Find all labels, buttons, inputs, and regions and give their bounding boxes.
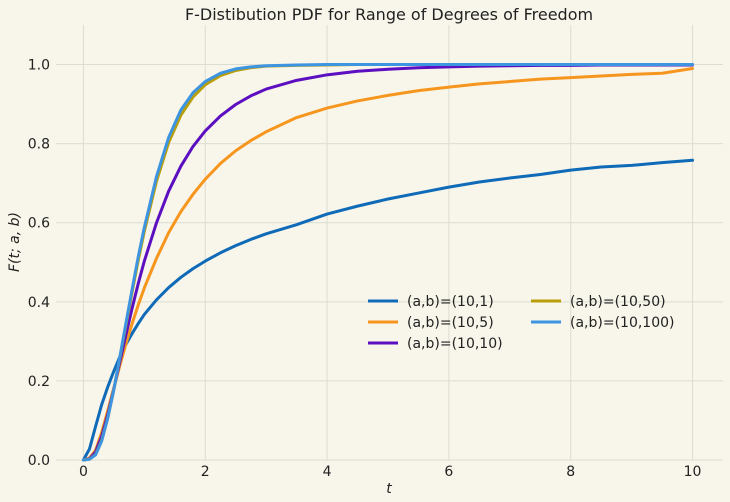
legend-label: (a,b)=(10,1) bbox=[407, 294, 494, 310]
y-axis-label: F(t; a, b) bbox=[7, 212, 23, 272]
legend-entry: (a,b)=(10,100) bbox=[531, 315, 674, 331]
x-tick-label: 10 bbox=[684, 464, 702, 480]
y-axis-ticks: 0.0 0.2 0.4 0.6 0.8 1.0 bbox=[28, 58, 50, 469]
legend-entry: (a,b)=(10,5) bbox=[368, 315, 494, 331]
legend: (a,b)=(10,1) (a,b)=(10,5) (a,b)=(10,10) (a,… bbox=[368, 294, 674, 352]
x-tick-label: 4 bbox=[323, 464, 332, 480]
series-line-1 bbox=[81, 158, 695, 462]
x-axis-label: t bbox=[386, 481, 392, 497]
x-tick-label: 6 bbox=[444, 464, 453, 480]
x-axis-ticks: 0 2 4 6 8 10 bbox=[79, 464, 702, 480]
series-line-5 bbox=[81, 63, 695, 462]
x-tick-label: 2 bbox=[201, 464, 210, 480]
x-tick-label: 0 bbox=[79, 464, 88, 480]
legend-entry: (a,b)=(10,50) bbox=[531, 294, 666, 310]
legend-entry: (a,b)=(10,1) bbox=[368, 294, 494, 310]
y-tick-label: 0.4 bbox=[28, 295, 50, 311]
y-tick-label: 0.6 bbox=[28, 216, 50, 232]
chart-title: F-Distibution PDF for Range of Degrees o… bbox=[185, 5, 593, 24]
grid bbox=[56, 25, 723, 461]
x-tick-label: 8 bbox=[566, 464, 575, 480]
y-tick-label: 1.0 bbox=[28, 58, 50, 74]
y-tick-label: 0.0 bbox=[28, 453, 50, 469]
legend-label: (a,b)=(10,50) bbox=[570, 294, 666, 310]
y-tick-label: 0.2 bbox=[28, 374, 50, 390]
series-lines bbox=[81, 63, 695, 462]
legend-label: (a,b)=(10,100) bbox=[570, 315, 674, 331]
legend-label: (a,b)=(10,10) bbox=[407, 336, 503, 352]
legend-label: (a,b)=(10,5) bbox=[407, 315, 494, 331]
legend-entry: (a,b)=(10,10) bbox=[368, 336, 503, 352]
y-tick-label: 0.8 bbox=[28, 137, 50, 153]
